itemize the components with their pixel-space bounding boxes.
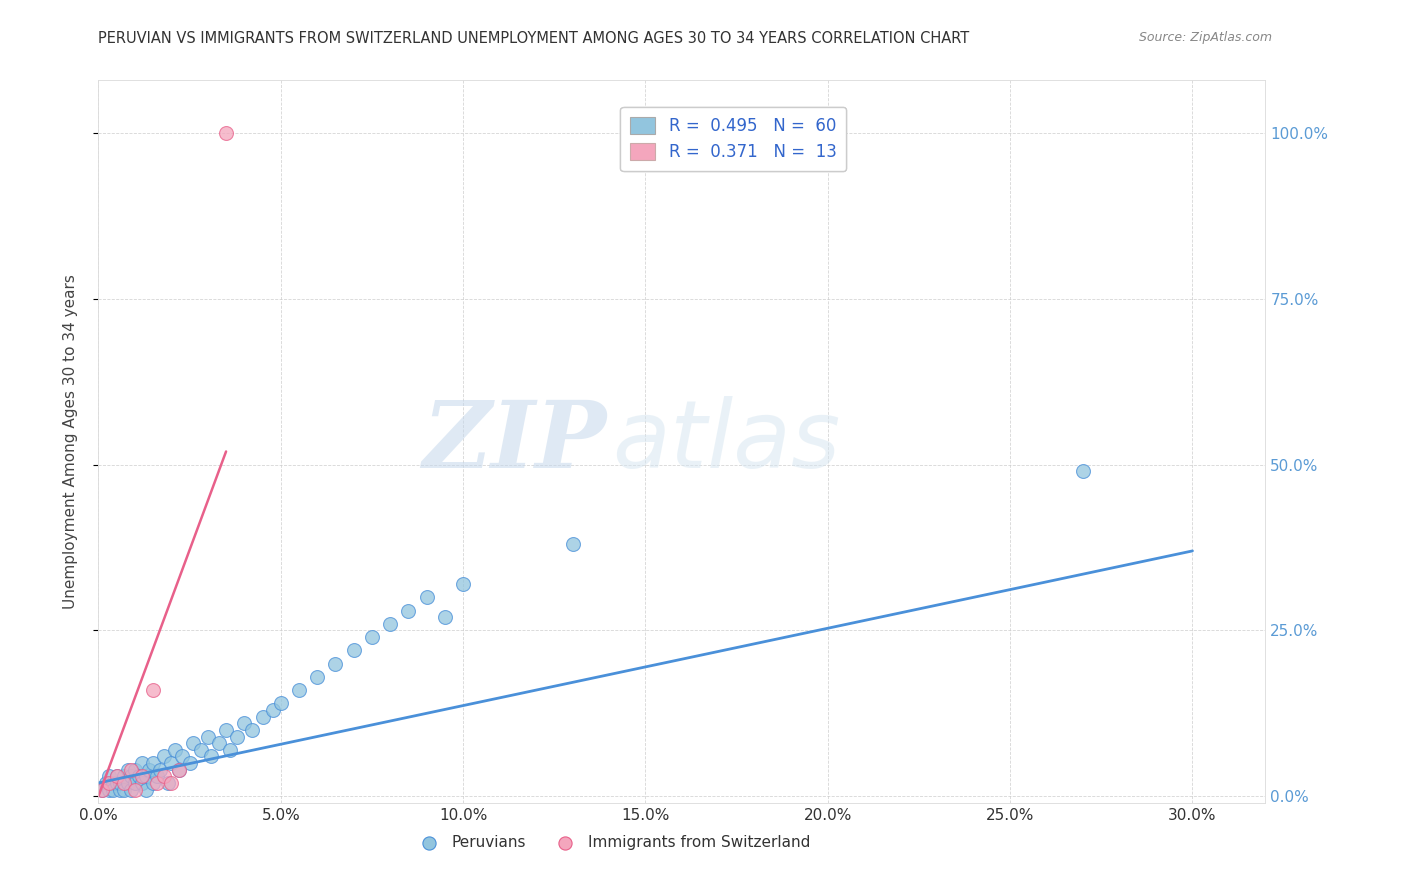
Point: [138, 763, 160, 777]
Point: [110, 776, 132, 790]
Legend: Peruvians, Immigrants from Switzerland: Peruvians, Immigrants from Switzerland: [408, 830, 815, 856]
Point: [361, 630, 384, 644]
Text: atlas: atlas: [612, 396, 841, 487]
Point: [131, 769, 153, 783]
Point: [124, 782, 146, 797]
Point: [167, 763, 190, 777]
Point: [91, 782, 114, 797]
Point: [215, 126, 238, 140]
Point: [415, 591, 437, 605]
Point: [307, 670, 329, 684]
Point: [200, 749, 222, 764]
Point: [101, 782, 124, 797]
Point: [112, 782, 135, 797]
Point: [172, 749, 194, 764]
Point: [98, 782, 121, 797]
Point: [105, 769, 128, 783]
Point: [124, 776, 146, 790]
Point: [156, 776, 179, 790]
Point: [124, 763, 146, 777]
Text: ZIP: ZIP: [422, 397, 606, 486]
Point: [117, 763, 139, 777]
Point: [380, 616, 402, 631]
Point: [179, 756, 201, 770]
Point: [160, 756, 183, 770]
Point: [120, 763, 142, 777]
Point: [233, 716, 256, 731]
Point: [153, 749, 176, 764]
Point: [153, 769, 176, 783]
Point: [98, 776, 121, 790]
Point: [343, 643, 366, 657]
Y-axis label: Unemployment Among Ages 30 to 34 years: Unemployment Among Ages 30 to 34 years: [63, 274, 77, 609]
Point: [226, 730, 249, 744]
Point: [142, 756, 165, 770]
Point: [112, 776, 135, 790]
Point: [433, 610, 456, 624]
Point: [218, 743, 240, 757]
Point: [288, 683, 311, 698]
Point: [215, 723, 238, 737]
Point: [135, 769, 157, 783]
Point: [325, 657, 347, 671]
Point: [396, 603, 419, 617]
Point: [1071, 464, 1094, 478]
Point: [163, 743, 186, 757]
Point: [105, 769, 128, 783]
Point: [94, 776, 117, 790]
Point: [181, 736, 204, 750]
Point: [252, 709, 274, 723]
Point: [105, 776, 128, 790]
Point: [98, 769, 121, 783]
Point: [190, 743, 212, 757]
Point: [197, 730, 219, 744]
Point: [135, 782, 157, 797]
Point: [110, 782, 132, 797]
Point: [149, 763, 172, 777]
Point: [120, 769, 142, 783]
Point: [146, 776, 169, 790]
Point: [91, 782, 114, 797]
Text: Source: ZipAtlas.com: Source: ZipAtlas.com: [1139, 31, 1272, 45]
Point: [146, 769, 169, 783]
Point: [131, 776, 153, 790]
Point: [142, 776, 165, 790]
Point: [120, 782, 142, 797]
Point: [262, 703, 284, 717]
Text: PERUVIAN VS IMMIGRANTS FROM SWITZERLAND UNEMPLOYMENT AMONG AGES 30 TO 34 YEARS C: PERUVIAN VS IMMIGRANTS FROM SWITZERLAND …: [98, 31, 970, 46]
Point: [112, 769, 135, 783]
Point: [208, 736, 231, 750]
Point: [117, 776, 139, 790]
Point: [131, 756, 153, 770]
Point: [561, 537, 583, 551]
Point: [451, 577, 474, 591]
Point: [270, 697, 292, 711]
Point: [142, 683, 165, 698]
Point: [160, 776, 183, 790]
Point: [167, 763, 190, 777]
Point: [128, 769, 150, 783]
Point: [101, 776, 124, 790]
Point: [240, 723, 263, 737]
